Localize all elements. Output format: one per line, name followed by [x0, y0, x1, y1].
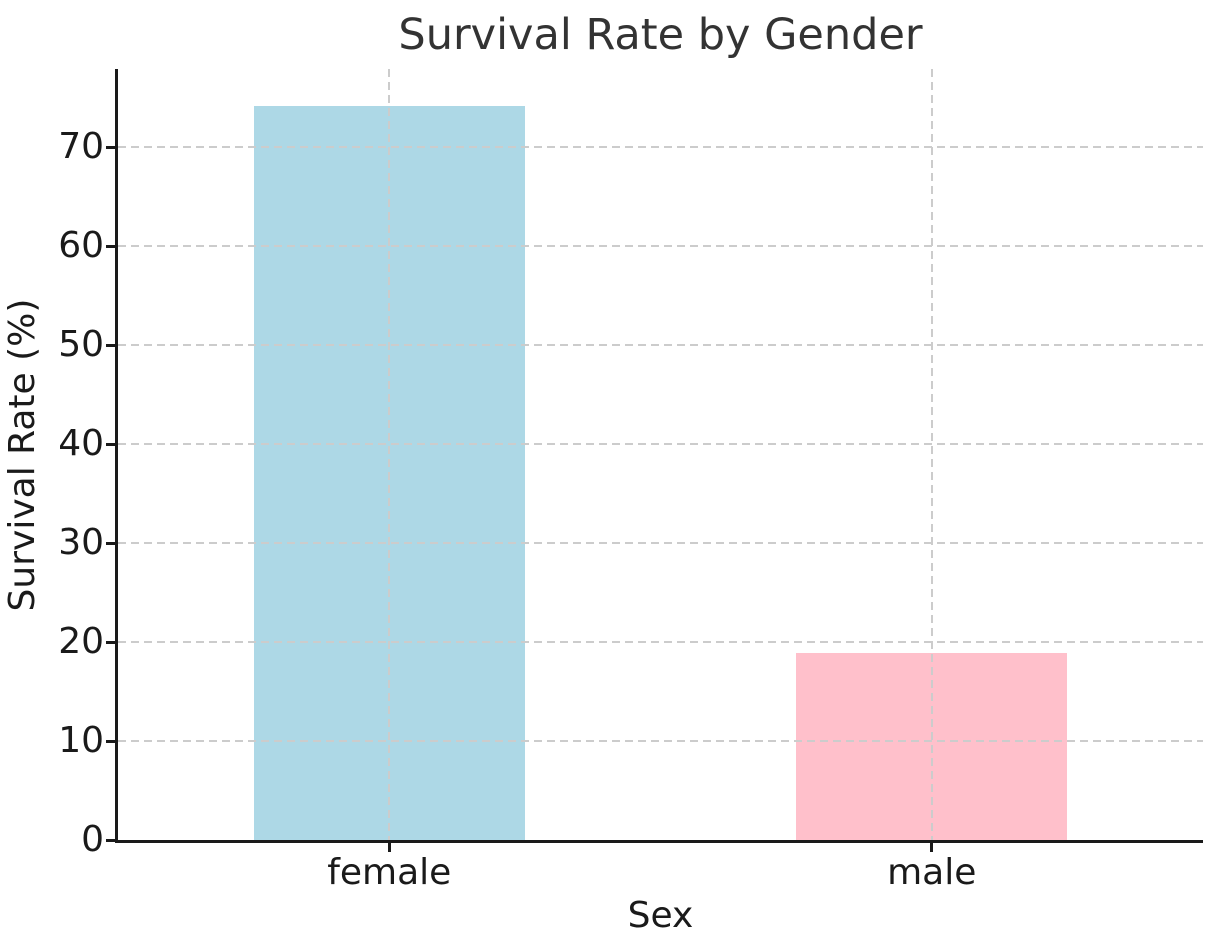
gridline-y-10: [118, 740, 1203, 743]
y-tick-label-0: 0: [81, 819, 104, 860]
y-tick-label-70: 70: [58, 126, 104, 168]
y-tick-mark-0: [106, 838, 115, 842]
x-tick-mark-female: [387, 843, 391, 852]
y-tick-mark-20: [106, 640, 115, 644]
plot-area: [118, 69, 1203, 840]
gridline-y-30: [118, 542, 1203, 545]
y-axis-spine: [115, 69, 118, 843]
x-axis-label: Sex: [627, 895, 694, 936]
gridline-x-male: [930, 69, 933, 840]
x-tick-mark-male: [930, 843, 934, 852]
y-tick-mark-30: [106, 541, 115, 545]
gridline-y-70: [118, 146, 1203, 149]
y-tick-label-10: 10: [58, 720, 104, 762]
x-tick-label-male: male: [887, 852, 977, 893]
y-tick-label-50: 50: [58, 324, 104, 366]
y-tick-mark-60: [106, 244, 115, 248]
x-axis-spine: [115, 840, 1203, 843]
gridline-y-60: [118, 245, 1203, 248]
y-tick-label-60: 60: [58, 225, 104, 267]
chart-title: Survival Rate by Gender: [398, 10, 923, 60]
y-tick-mark-70: [106, 145, 115, 149]
y-tick-mark-40: [106, 442, 115, 446]
y-tick-label-30: 30: [58, 522, 104, 564]
y-tick-mark-10: [106, 739, 115, 743]
y-tick-mark-50: [106, 343, 115, 347]
y-tick-label-20: 20: [58, 621, 104, 663]
gridline-x-female: [388, 69, 391, 840]
y-tick-label-40: 40: [58, 423, 104, 465]
gridline-y-50: [118, 344, 1203, 347]
x-tick-label-female: female: [327, 852, 452, 893]
gridline-y-40: [118, 443, 1203, 446]
gridline-y-20: [118, 641, 1203, 644]
